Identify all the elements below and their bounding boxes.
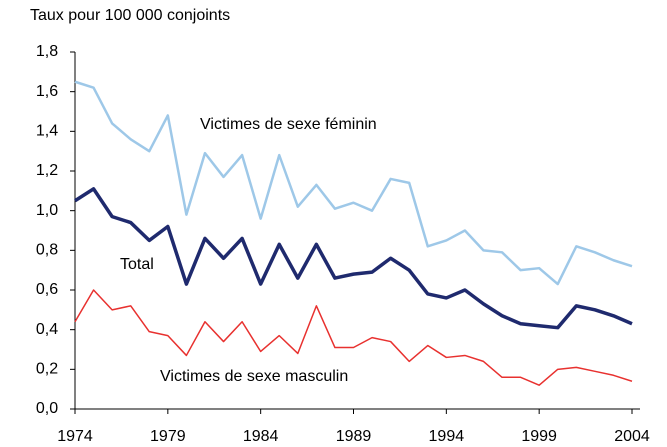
x-tick-label: 1989 bbox=[336, 428, 372, 445]
x-tick-label: 1984 bbox=[243, 428, 279, 445]
series-label: Victimes de sexe féminin bbox=[200, 116, 377, 133]
y-tick-label: 0,6 bbox=[36, 281, 58, 298]
y-tick-label: 1,2 bbox=[36, 162, 58, 179]
y-tick-label: 1,8 bbox=[36, 43, 58, 60]
x-tick-label: 1979 bbox=[150, 428, 186, 445]
y-tick-label: 0,8 bbox=[36, 242, 58, 259]
series-label: Victimes de sexe masculin bbox=[160, 368, 348, 385]
y-tick-label: 1,6 bbox=[36, 83, 58, 100]
x-tick-label: 1999 bbox=[521, 428, 557, 445]
chart-title: Taux pour 100 000 conjoints bbox=[30, 7, 230, 24]
series-line bbox=[74, 289, 633, 386]
x-tick-label: 1994 bbox=[429, 428, 465, 445]
series-label: Total bbox=[120, 256, 154, 273]
y-tick-label: 0,4 bbox=[36, 321, 58, 338]
y-tick-label: 1,0 bbox=[36, 202, 58, 219]
y-tick-label: 0,0 bbox=[36, 400, 58, 417]
x-tick-label: 2004 bbox=[614, 428, 650, 445]
x-tick-label: 1974 bbox=[57, 428, 93, 445]
series-line bbox=[74, 80, 633, 286]
series-line bbox=[74, 187, 633, 330]
y-tick-label: 1,4 bbox=[36, 123, 58, 140]
y-tick-label: 0,2 bbox=[36, 361, 58, 378]
